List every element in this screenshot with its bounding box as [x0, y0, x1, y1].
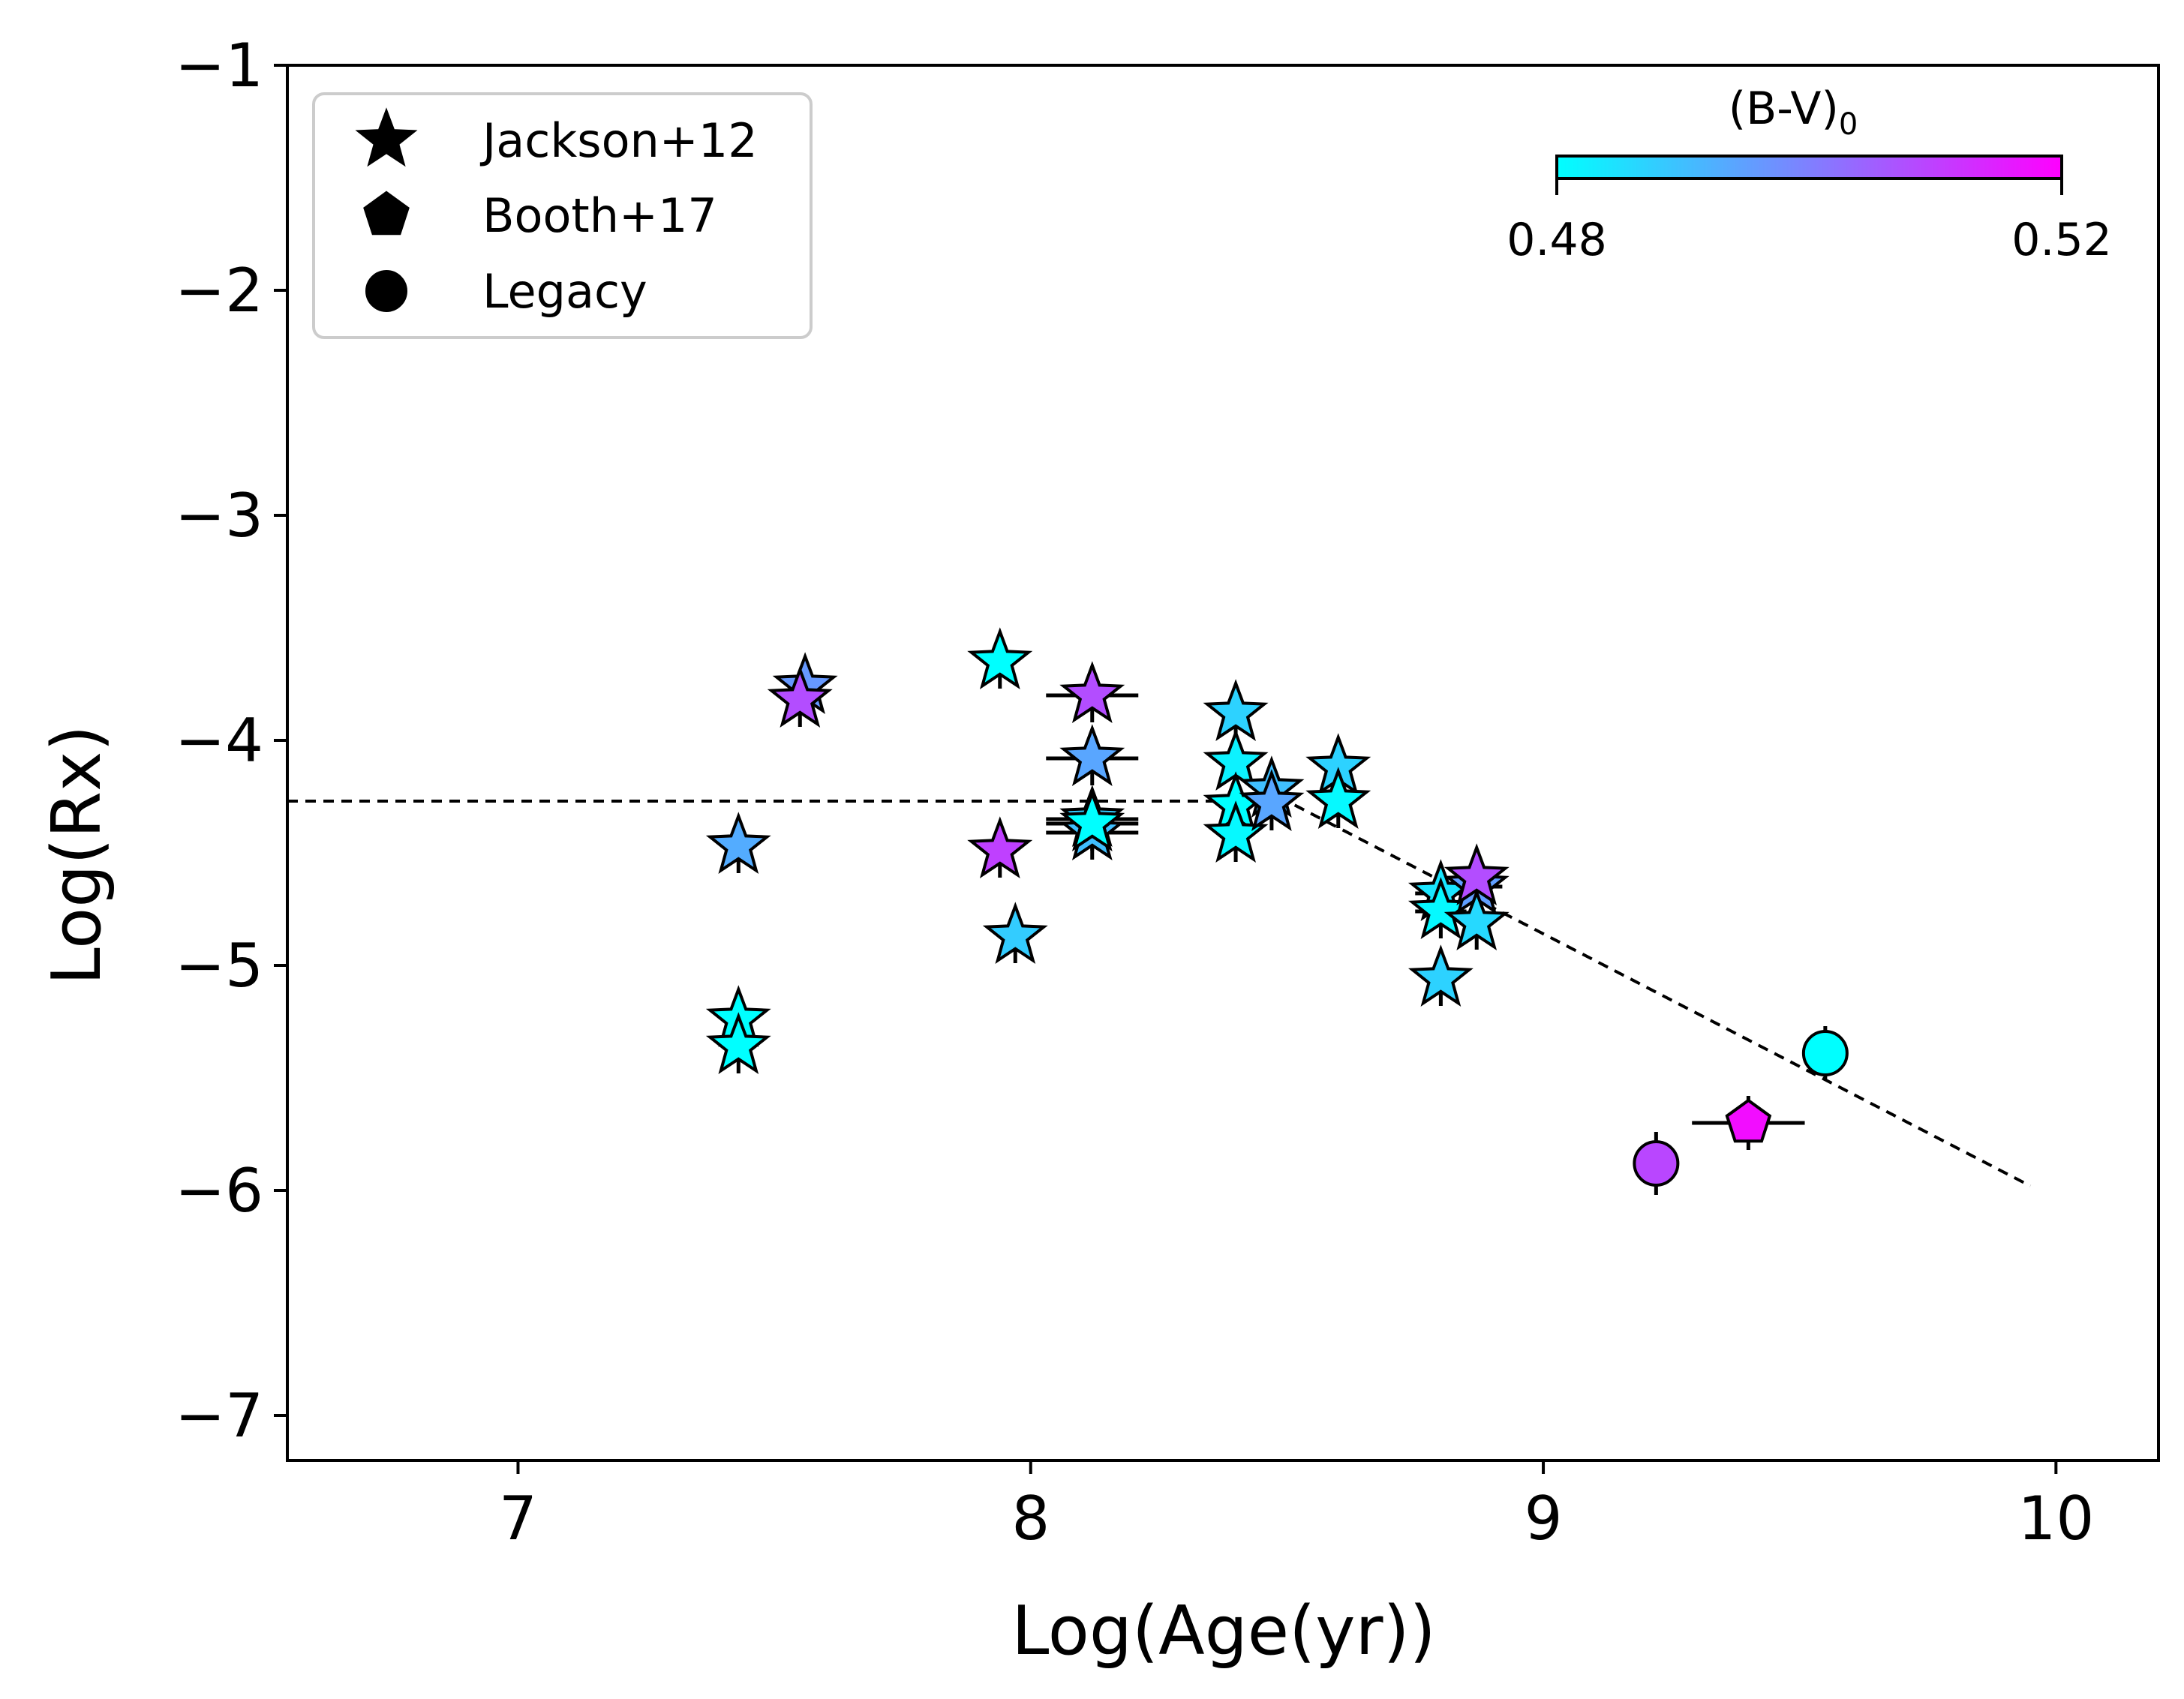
data-point-star — [1059, 661, 1125, 724]
y-tick-label: −4 — [175, 706, 263, 776]
colorbar-min-label: 0.48 — [1507, 214, 1607, 266]
data-point-pentagon — [1725, 1098, 1772, 1143]
legend-marker-star — [355, 107, 418, 167]
data-point-star — [1305, 767, 1371, 830]
legend-marker-circle — [365, 270, 407, 312]
colorbar-max-label: 0.52 — [2011, 214, 2112, 266]
y-tick-label: −6 — [175, 1156, 263, 1226]
axes-frame — [286, 64, 2160, 1462]
x-tick-label: 8 — [1011, 1484, 1050, 1553]
legend-label: Booth+17 — [482, 188, 717, 243]
data-point-star — [967, 816, 1033, 879]
legend-label: Legacy — [482, 264, 647, 319]
colorbar-label: (B-V)0 — [1729, 83, 1858, 142]
legend-label: Jackson+12 — [479, 113, 758, 168]
y-tick-label: −7 — [175, 1381, 263, 1451]
data-point-circle — [1801, 1030, 1849, 1076]
x-tick-label: 9 — [1525, 1484, 1563, 1553]
x-axis-label: Log(Age(yr)) — [1011, 1592, 1436, 1670]
x-tick-label: 7 — [499, 1484, 537, 1553]
data-point-circle — [1633, 1140, 1680, 1187]
colorbar: (B-V)0 0.48 0.52 — [1507, 83, 2112, 266]
legend: Jackson+12 Booth+17 Legacy — [312, 92, 813, 339]
y-tick-label: −2 — [175, 256, 263, 326]
y-tick-label: −5 — [175, 931, 263, 1001]
legend-frame — [312, 92, 813, 339]
data-point-star — [705, 812, 771, 875]
data-point-star — [1443, 888, 1510, 951]
axes: 7 8 9 10 −1 −2 −3 −4 −5 −6 −7 — [175, 31, 2160, 1553]
data-point-star — [705, 1012, 771, 1075]
data-point-star — [1239, 769, 1305, 832]
data-point-star — [982, 902, 1048, 965]
y-tick-label: −1 — [175, 31, 263, 101]
x-tick-label: 10 — [2017, 1484, 2094, 1553]
legend-marker-pentagon — [363, 191, 410, 236]
plot-area — [287, 627, 2032, 1195]
data-point-star — [767, 665, 833, 728]
y-tick-label: −3 — [175, 481, 263, 551]
data-point-star — [1059, 789, 1125, 852]
data-point-star — [1059, 724, 1125, 787]
colorbar-gradient — [1555, 155, 2063, 180]
data-point-star — [967, 627, 1033, 690]
data-point-star — [1203, 679, 1269, 742]
data-point-star — [1407, 944, 1474, 1007]
y-axis-label: Log(Rx) — [38, 725, 116, 986]
